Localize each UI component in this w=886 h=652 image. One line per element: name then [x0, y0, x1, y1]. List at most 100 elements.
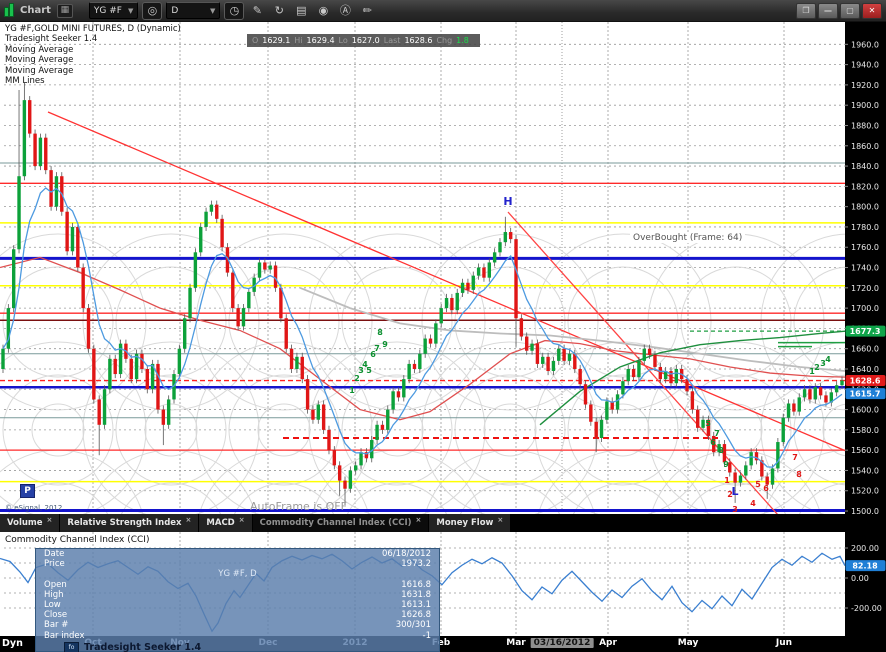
- svg-text:1880.0: 1880.0: [851, 121, 879, 130]
- overbought-annotation: OverBought (Frame: 64): [630, 233, 746, 243]
- maximize-window-button[interactable]: ▢: [840, 2, 860, 19]
- chart-logo-icon: [4, 2, 14, 17]
- svg-text:3: 3: [732, 505, 738, 514]
- x-axis-label-03/16/2012: 03/16/2012: [530, 638, 594, 648]
- x-axis-label-May: May: [677, 638, 699, 648]
- svg-text:9: 9: [382, 340, 388, 349]
- svg-text:2: 2: [354, 374, 360, 383]
- x-axis-label-Mar: Mar: [506, 638, 526, 648]
- legend-symbol-line: YG #F,GOLD MINI FUTURES, D (Dynamic): [5, 24, 181, 34]
- price-chart-panel[interactable]: H L 1 2 3 4 5 6 7 8 9 5 7 6 8 9 1 2 3 4 5 6 7 8 1 2 3 4 1960.0 1940.0…: [0, 22, 886, 514]
- tooltip-row: High 1631.8: [44, 589, 431, 600]
- tab-macd[interactable]: MACD ×: [199, 514, 253, 532]
- svg-text:9: 9: [723, 460, 729, 469]
- svg-text:4: 4: [825, 355, 831, 364]
- copyright-text: © eSignal, 2012: [5, 504, 63, 512]
- tooltip-row: Open 1616.8: [44, 579, 431, 590]
- svg-text:L: L: [731, 485, 738, 498]
- close-tab-icon[interactable]: ×: [46, 516, 53, 524]
- tab-money-flow[interactable]: Money Flow ×: [429, 514, 512, 532]
- svg-text:2: 2: [727, 490, 733, 499]
- tooltip-row: Bar index -1: [44, 630, 431, 641]
- close-tab-icon[interactable]: ×: [185, 516, 192, 524]
- svg-text:1: 1: [349, 386, 355, 395]
- svg-text:1700.0: 1700.0: [851, 304, 879, 313]
- frame-lines: [0, 162, 845, 513]
- svg-text:1920.0: 1920.0: [851, 81, 879, 90]
- refresh-icon[interactable]: ↻: [274, 3, 284, 17]
- svg-text:1780.0: 1780.0: [851, 223, 879, 232]
- svg-text:1560.0: 1560.0: [851, 446, 879, 455]
- svg-text:1740.0: 1740.0: [851, 264, 879, 273]
- tab-volume[interactable]: Volume ×: [0, 514, 61, 532]
- ma-blue: [2, 187, 843, 468]
- svg-text:5: 5: [755, 480, 761, 489]
- eraser-icon[interactable]: ✏: [362, 3, 372, 17]
- quote-bar: O 1629.1 Hi 1629.4 Lo 1627.0 Last 1628.6…: [247, 34, 480, 47]
- svg-text:6: 6: [710, 438, 716, 447]
- legend-ma-2: Moving Average: [5, 55, 74, 66]
- svg-text:2: 2: [814, 363, 820, 372]
- close-tab-icon[interactable]: ×: [415, 516, 422, 524]
- interval-combo[interactable]: D ▼: [166, 2, 221, 19]
- play-icon[interactable]: ◉: [318, 3, 329, 17]
- gridlines: [4, 22, 845, 514]
- open-value: 1629.1: [262, 36, 291, 45]
- restore-window-button[interactable]: ❐: [796, 2, 816, 19]
- trendlines: [47, 111, 886, 514]
- svg-text:1580.0: 1580.0: [851, 426, 879, 435]
- p-badge[interactable]: P: [20, 484, 35, 498]
- window-title: Chart: [20, 5, 51, 16]
- tab-cci[interactable]: Commodity Channel Index (CCI) ×: [252, 514, 430, 532]
- tooltip-row: Date 06/18/2012: [44, 549, 431, 559]
- svg-text:1: 1: [724, 476, 730, 485]
- symbol-settings-icon[interactable]: ◎: [142, 1, 163, 20]
- tooltip-row: Bar #300/301: [44, 620, 431, 631]
- change-label: Chg: [436, 36, 453, 45]
- auto-mode-icon[interactable]: Ⓐ: [339, 3, 351, 17]
- close-window-button[interactable]: ✕: [862, 2, 882, 19]
- svg-text:7: 7: [714, 429, 720, 438]
- legend-ma-1: Moving Average: [5, 44, 74, 55]
- svg-text:1800.0: 1800.0: [851, 203, 879, 212]
- svg-text:4: 4: [750, 499, 756, 508]
- svg-text:200.00: 200.00: [851, 544, 879, 553]
- tab-rsi[interactable]: Relative Strength Index ×: [60, 514, 200, 532]
- legend-study-seeker: Tradesight Seeker 1.4: [5, 34, 98, 45]
- chevron-down-icon: ▼: [127, 6, 134, 15]
- tooltip-row: Close 1626.8: [44, 610, 431, 621]
- svg-text:3: 3: [358, 366, 364, 375]
- svg-text:1677.3: 1677.3: [850, 327, 881, 336]
- high-label: Hi: [294, 36, 303, 45]
- close-tab-icon[interactable]: ×: [238, 516, 245, 524]
- interval-value: D: [171, 5, 179, 16]
- time-template-icon[interactable]: ◷: [224, 1, 245, 20]
- close-tab-icon[interactable]: ×: [497, 516, 504, 524]
- svg-text:1960.0: 1960.0: [851, 40, 879, 49]
- x-axis-label-Feb: Feb: [431, 638, 451, 648]
- svg-text:8: 8: [796, 470, 802, 479]
- svg-text:1615.7: 1615.7: [850, 390, 881, 399]
- candles: [1, 82, 844, 505]
- high-value: 1629.4: [306, 36, 335, 45]
- tooltip-row: YG #F, D: [218, 569, 257, 580]
- cci-axis: 200.00 0.00 -200.00 82.18: [845, 532, 886, 636]
- svg-text:1900.0: 1900.0: [851, 101, 879, 110]
- tooltip-study-name: Tradesight Seeker 1.4: [84, 641, 202, 652]
- toolbar: Chart ▦ YG #F ▼ ◎ D ▼ ◷ ✎ ↻ ▤ ◉ Ⓐ ✏ ❐ — …: [0, 0, 886, 22]
- minimize-window-button[interactable]: —: [818, 2, 838, 19]
- draw-pencil-icon[interactable]: ✎: [252, 3, 262, 17]
- symbol-combo[interactable]: YG #F ▼: [88, 2, 139, 19]
- layout-grid-icon[interactable]: ▦: [56, 3, 73, 18]
- quote-window-icon[interactable]: ▤: [296, 3, 307, 17]
- svg-text:5: 5: [705, 419, 711, 428]
- svg-text:1820.0: 1820.0: [851, 182, 879, 191]
- change-value: 1.8: [456, 36, 469, 45]
- svg-text:-200.00: -200.00: [851, 604, 882, 613]
- svg-text:5: 5: [366, 366, 372, 375]
- svg-text:H: H: [503, 195, 512, 208]
- svg-text:1720.0: 1720.0: [851, 284, 879, 293]
